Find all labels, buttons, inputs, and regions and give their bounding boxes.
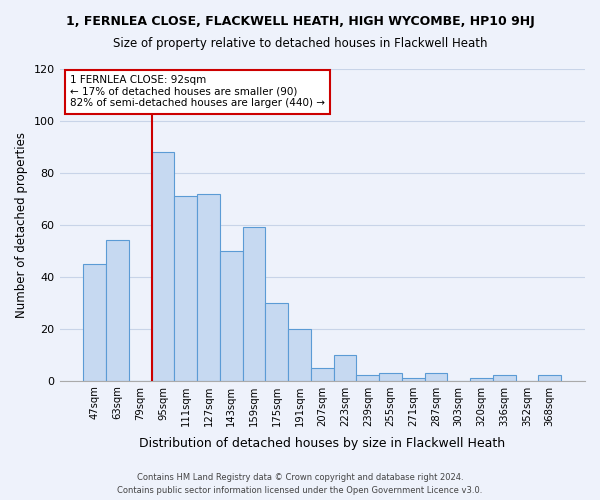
Bar bbox=[175, 196, 197, 380]
X-axis label: Distribution of detached houses by size in Flackwell Heath: Distribution of detached houses by size … bbox=[139, 437, 505, 450]
Bar bbox=[470, 378, 493, 380]
Y-axis label: Number of detached properties: Number of detached properties bbox=[15, 132, 28, 318]
Bar bbox=[379, 373, 402, 380]
Bar bbox=[402, 378, 425, 380]
Bar bbox=[242, 228, 265, 380]
Bar bbox=[106, 240, 129, 380]
Bar bbox=[425, 373, 448, 380]
Bar bbox=[356, 376, 379, 380]
Text: Contains HM Land Registry data © Crown copyright and database right 2024.
Contai: Contains HM Land Registry data © Crown c… bbox=[118, 473, 482, 495]
Bar bbox=[152, 152, 175, 380]
Bar bbox=[288, 328, 311, 380]
Bar bbox=[493, 376, 515, 380]
Bar bbox=[538, 376, 561, 380]
Text: 1 FERNLEA CLOSE: 92sqm
← 17% of detached houses are smaller (90)
82% of semi-det: 1 FERNLEA CLOSE: 92sqm ← 17% of detached… bbox=[70, 75, 325, 108]
Bar bbox=[197, 194, 220, 380]
Text: Size of property relative to detached houses in Flackwell Heath: Size of property relative to detached ho… bbox=[113, 38, 487, 51]
Bar bbox=[83, 264, 106, 380]
Bar bbox=[265, 302, 288, 380]
Bar bbox=[334, 354, 356, 380]
Bar bbox=[311, 368, 334, 380]
Bar bbox=[220, 251, 242, 380]
Text: 1, FERNLEA CLOSE, FLACKWELL HEATH, HIGH WYCOMBE, HP10 9HJ: 1, FERNLEA CLOSE, FLACKWELL HEATH, HIGH … bbox=[65, 15, 535, 28]
